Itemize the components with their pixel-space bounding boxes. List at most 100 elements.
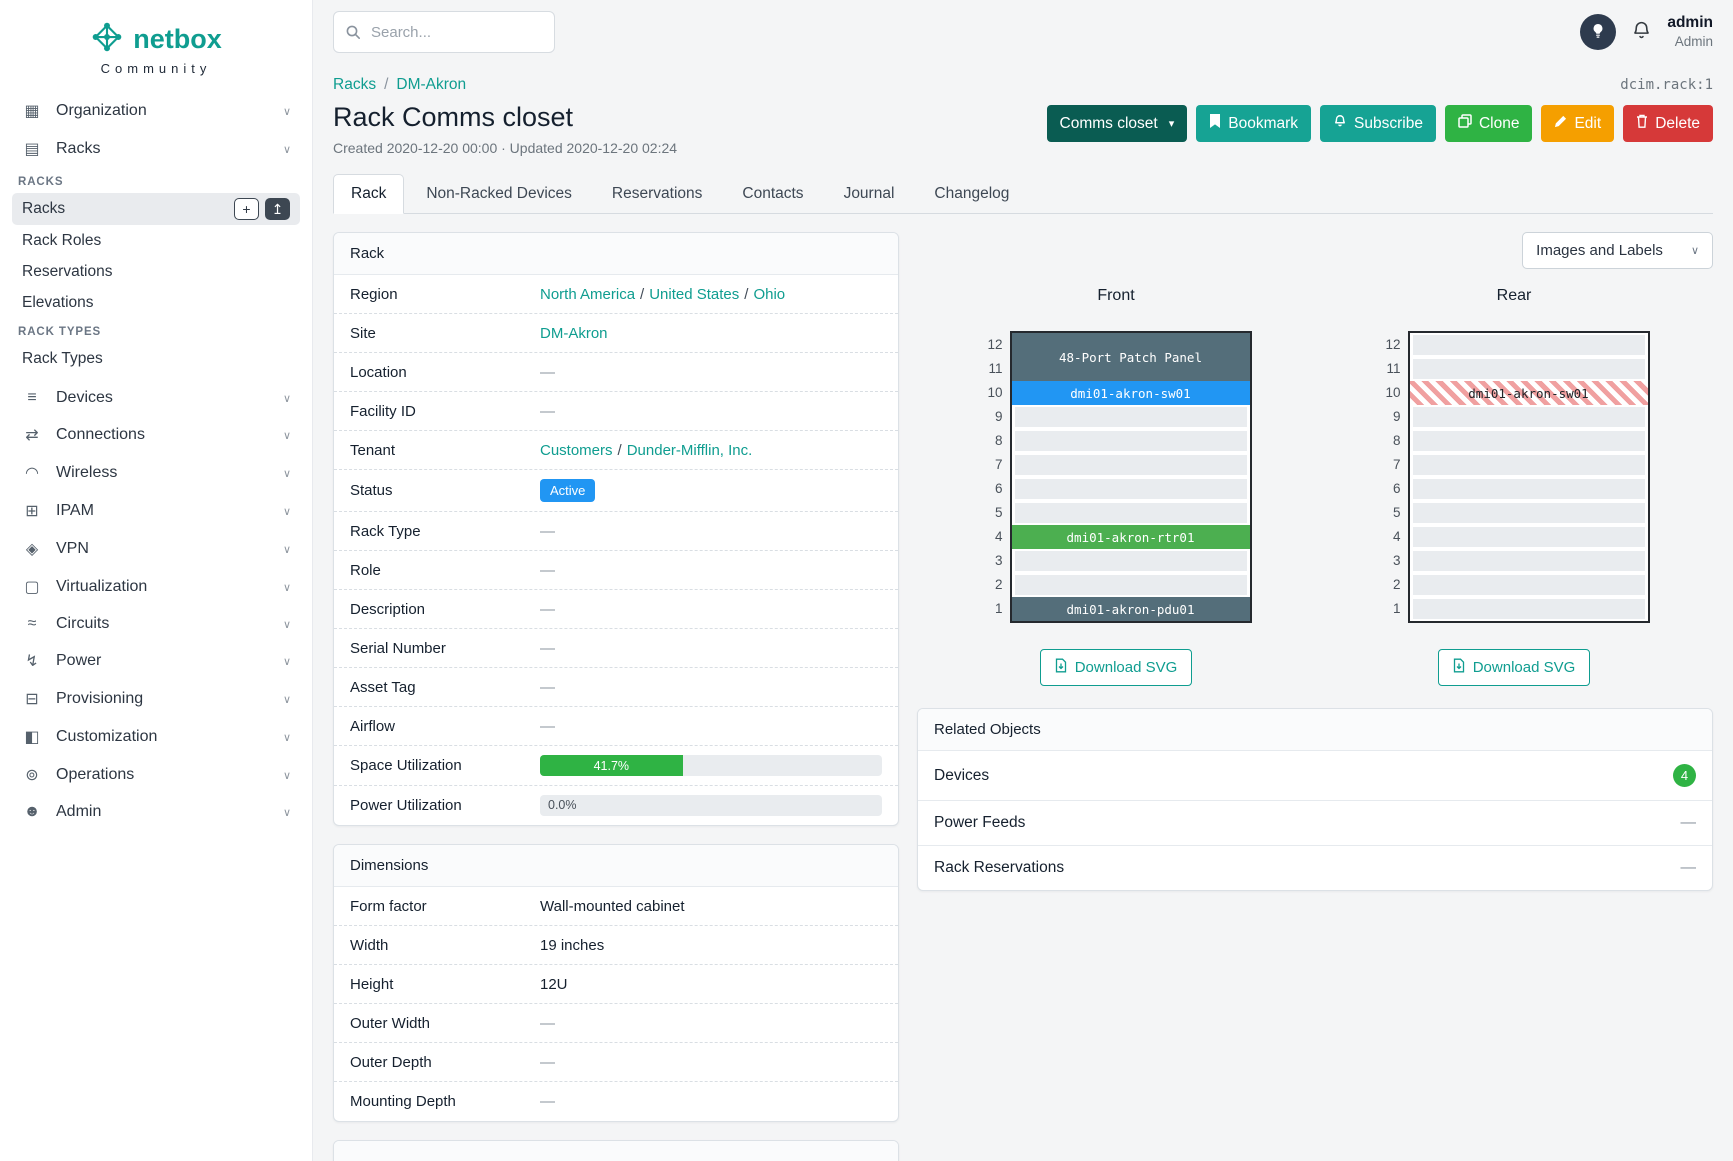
sidebar-subitem-rack-roles[interactable]: Rack Roles [22,231,102,249]
import-racks-button[interactable]: ↥ [265,198,290,220]
tab-contacts[interactable]: Contacts [742,185,804,202]
rack-slot-empty[interactable] [1014,575,1247,595]
tab-non-racked-devices[interactable]: Non-Racked Devices [426,185,572,202]
rack-device[interactable]: dmi01-akron-sw01 [1011,381,1250,405]
sidebar-subitem-racks[interactable]: Racks + ↥ [12,193,300,225]
rack-slot-empty[interactable] [1412,503,1645,523]
context-dropdown-button[interactable]: Comms closet ▾ [1046,105,1188,142]
rack-slot-empty[interactable] [1014,455,1247,475]
rack-slot-empty[interactable] [1014,479,1247,499]
sidebar-item-organization[interactable]: ▦ Organization ∨ [12,92,300,130]
rack-slot-empty[interactable] [1412,455,1645,475]
rack-slot-empty[interactable] [1412,335,1645,355]
chevron-down-icon: ∨ [282,467,291,480]
sidebar-item-admin[interactable]: ☻ Admin ∨ [12,794,300,830]
delete-button[interactable]: Delete [1623,105,1713,142]
unit-numbers: 12 11 10 9 8 7 6 5 4 3 2 1 [1379,331,1400,621]
chevron-down-icon: ∨ [282,392,291,405]
attr-row-description: Description — [334,590,898,629]
rack-panel-title: Rack [334,233,898,275]
attr-row-power-utilization: Power Utilization 0.0% [334,786,898,825]
related-row-rack-reservations[interactable]: Rack Reservations — [934,859,1696,876]
rack-slot-empty[interactable] [1412,431,1645,451]
rack-slot-empty[interactable] [1014,431,1247,451]
download-svg-front-button[interactable]: Download SVG [1039,649,1193,686]
sidebar-item-wireless[interactable]: ◠ Wireless ∨ [12,454,300,492]
rack-slot-empty[interactable] [1412,575,1645,595]
object-id: dcim.rack:1 [1620,77,1713,93]
chevron-down-icon: ∨ [282,429,291,442]
rack-slot-empty[interactable] [1014,407,1247,427]
chevron-down-icon: ∨ [282,806,291,819]
tab-rack[interactable]: Rack [333,174,405,214]
sidebar-subitem-reservations[interactable]: Reservations [22,262,113,280]
connections-icon: ⇄ [25,427,39,444]
chevron-down-icon: ∨ [282,655,291,668]
sidebar-item-vpn[interactable]: ◈ VPN ∨ [12,530,300,568]
unit-number: 5 [994,505,1003,520]
region-link[interactable]: Ohio [753,285,786,303]
tab-reservations[interactable]: Reservations [611,185,703,202]
sidebar-item-provisioning[interactable]: ⊟ Provisioning ∨ [12,680,300,718]
chevron-down-icon: ∨ [282,143,291,156]
related-row-devices[interactable]: Devices 4 [918,751,1712,801]
edit-button[interactable]: Edit [1541,105,1615,142]
sidebar-item-devices[interactable]: ≡ Devices ∨ [12,380,300,416]
clone-icon [1458,114,1472,133]
sidebar-subitem-elevations[interactable]: Elevations [22,293,94,311]
rack-device[interactable]: dmi01-akron-rtr01 [1011,525,1250,549]
breadcrumb-site-link[interactable]: DM-Akron [396,76,467,93]
rack-slot-empty[interactable] [1412,359,1645,379]
tab-changelog[interactable]: Changelog [934,185,1010,202]
chevron-down-icon: ∨ [282,731,291,744]
attr-row-width: Width 19 inches [334,926,898,965]
notifications-button[interactable] [1631,20,1652,44]
rack-slot-empty[interactable] [1412,599,1645,619]
rack-slot-empty[interactable] [1412,551,1645,571]
rack-slot-empty[interactable] [1412,407,1645,427]
region-link[interactable]: North America [540,285,636,303]
unit-number: 2 [994,577,1003,592]
tab-journal[interactable]: Journal [843,185,895,202]
region-link[interactable]: United States [649,285,740,303]
tenant-link[interactable]: Dunder-Mifflin, Inc. [626,441,753,459]
elevation-view-selector[interactable]: Images and Labels ∨ [1522,232,1713,269]
subscribe-button[interactable]: Subscribe [1320,105,1436,142]
chevron-down-icon: ∨ [282,581,291,594]
clone-button[interactable]: Clone [1444,105,1533,142]
sidebar-item-connections[interactable]: ⇄ Connections ∨ [12,416,300,454]
sidebar-item-operations[interactable]: ⊚ Operations ∨ [12,756,300,794]
sidebar-item-racks[interactable]: ▤ Racks ∨ [12,130,300,168]
rack-slot-empty[interactable] [1412,527,1645,547]
rack-device[interactable]: dmi01-akron-pdu01 [1011,597,1250,621]
search-input[interactable] [333,11,555,53]
sidebar-item-circuits[interactable]: ≈ Circuits ∨ [12,606,300,642]
user-menu[interactable]: admin Admin [1667,13,1713,51]
breadcrumb-racks-link[interactable]: Racks [333,76,377,93]
rack-device[interactable]: dmi01-akron-sw01 [1409,381,1648,405]
attr-row-form-factor: Form factor Wall-mounted cabinet [334,887,898,926]
add-rack-button[interactable]: + [234,198,259,220]
attr-row-facility-id: Facility ID — [334,392,898,431]
sidebar-subitem-rack-types[interactable]: Rack Types [22,349,103,367]
related-objects-panel: Related Objects Devices 4 Power Feeds — … [917,708,1713,891]
chevron-down-icon: ∨ [282,693,291,706]
sidebar-item-power[interactable]: ↯ Power ∨ [12,642,300,680]
rack-slot-empty[interactable] [1412,479,1645,499]
related-row-power-feeds[interactable]: Power Feeds — [918,801,1712,846]
sidebar-item-ipam[interactable]: ⊞ IPAM ∨ [12,492,300,530]
sidebar-item-customization[interactable]: ◧ Customization ∨ [12,718,300,756]
download-svg-rear-button[interactable]: Download SVG [1437,649,1591,686]
tenant-group-link[interactable]: Customers [540,441,613,459]
rack-slot-empty[interactable] [1014,503,1247,523]
site-link[interactable]: DM-Akron [540,324,608,342]
bookmark-button[interactable]: Bookmark [1196,105,1312,142]
download-file-icon [1453,658,1465,677]
rack-slot-empty[interactable] [1014,551,1247,571]
sidebar-item-virtualization[interactable]: ▢ Virtualization ∨ [12,568,300,606]
chevron-down-icon: ∨ [282,505,291,518]
dark-mode-toggle-button[interactable] [1580,14,1617,50]
rack-device[interactable]: 48-Port Patch Panel [1011,333,1250,381]
netbox-logo[interactable]: netbox Community [12,12,300,92]
